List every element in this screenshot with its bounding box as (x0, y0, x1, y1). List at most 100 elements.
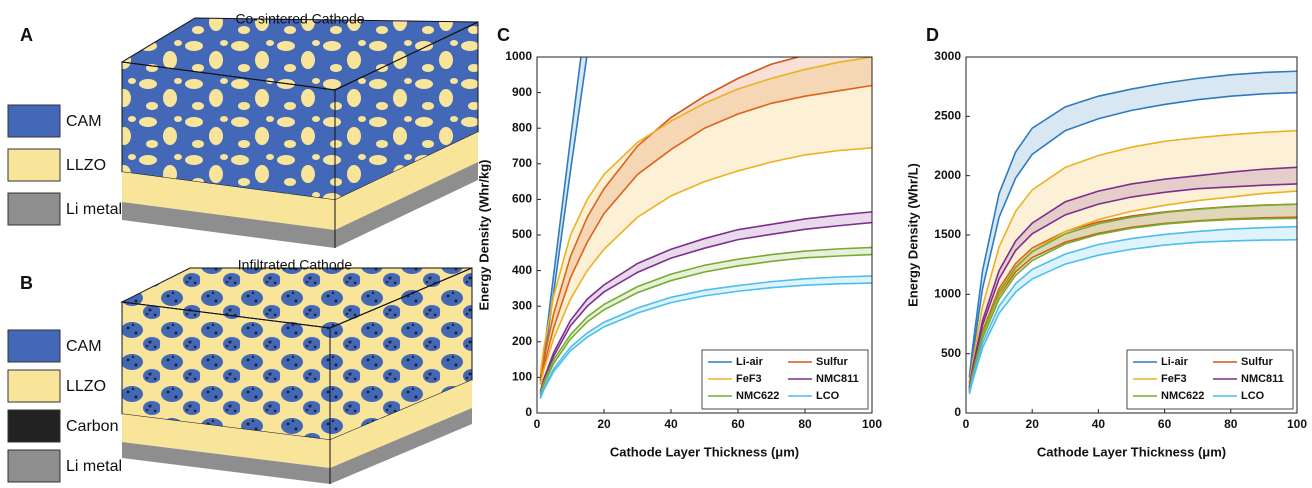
legend-label: LCO (816, 390, 840, 402)
series-line (968, 129, 1297, 384)
y-tick-label: 3000 (934, 49, 961, 63)
y-tick-label: 2000 (934, 168, 961, 182)
legend-label: NMC622 (736, 390, 779, 402)
legend-label: FeF3 (736, 373, 762, 385)
series-line (968, 91, 1297, 384)
block-b (120, 267, 473, 484)
band (969, 130, 1297, 390)
x-axis-title: Cathode Layer Thickness (μm) (1037, 444, 1226, 459)
legend-label: Li-air (1161, 356, 1189, 368)
x-tick-label: 100 (1287, 417, 1307, 431)
series-line (968, 183, 1297, 389)
legend-swatch (7, 449, 61, 483)
legend-label: NMC811 (816, 373, 859, 385)
diagram-legend: B Infiltrated Cathode CAM LLZO Carbon Li meta… (7, 257, 353, 483)
band (540, 57, 872, 385)
series-line (968, 217, 1297, 392)
y-tick-label: 200 (512, 334, 532, 348)
legend-label: LCO (1241, 390, 1265, 402)
x-tick-label: 60 (1158, 417, 1172, 431)
panel-letter: A (20, 25, 33, 45)
axes-frame (965, 56, 1298, 414)
x-tick-label: 40 (664, 417, 678, 431)
x-tick-label: 80 (1224, 417, 1238, 431)
diagram-title: Co-sintered Cathode (235, 11, 364, 27)
series-line (539, 221, 872, 394)
plot-lines (968, 70, 1297, 395)
series-line (539, 282, 872, 400)
chart: D0 20 40 60 80 100050010001500200025003000Cat… (905, 25, 1307, 460)
y-tick-label: 1000 (934, 287, 961, 301)
y-axis-title: Energy Density (Whr/kg) (476, 160, 491, 311)
y-tick-label: 900 (512, 85, 532, 99)
series-line (539, 146, 872, 385)
series-line (968, 190, 1297, 390)
panel-letter: B (20, 273, 33, 293)
band (969, 226, 1297, 395)
series-line (968, 238, 1297, 395)
x-tick-label: 80 (798, 417, 812, 431)
x-tick-label: 0 (963, 417, 970, 431)
legend-label: CAM (66, 113, 102, 130)
legend-label: Carbon (66, 418, 118, 435)
legend-swatch (7, 104, 61, 138)
y-tick-label: 2500 (934, 109, 961, 123)
legend-label: NMC622 (1161, 390, 1204, 402)
y-tick-label: 0 (525, 405, 532, 419)
legend-label: LLZO (66, 378, 106, 395)
legend-label: NMC811 (1241, 373, 1284, 385)
y-tick-label: 1000 (505, 49, 532, 63)
series-line (539, 84, 872, 382)
y-tick-label: 100 (512, 370, 532, 384)
x-tick-label: 20 (1026, 417, 1040, 431)
series-line (539, 275, 872, 398)
series-line (968, 70, 1297, 378)
y-tick-label: 500 (512, 227, 532, 241)
series-line (539, 211, 872, 392)
diagram-legend: A Co-sintered Cathode CAM LLZO Li metal (7, 11, 365, 226)
panel-letter: C (497, 25, 510, 45)
x-tick-label: 100 (862, 417, 882, 431)
panel-letter: D (926, 25, 939, 45)
y-tick-label: 700 (512, 156, 532, 170)
chart: C0 20 40 60 80 100010020030040050060070080090… (476, 25, 882, 460)
legend-swatch (7, 192, 61, 226)
legend-label: LLZO (66, 157, 106, 174)
y-tick-label: 400 (512, 263, 532, 277)
legend-label: Li metal (66, 458, 122, 475)
legend-label: Sulfur (1241, 356, 1273, 368)
plot-lines (539, 57, 872, 400)
y-axis-title: Energy Density (Whr/L) (905, 163, 920, 307)
y-tick-label: 800 (512, 120, 532, 134)
x-tick-label: 40 (1092, 417, 1106, 431)
series-line (968, 225, 1297, 394)
band (540, 57, 872, 381)
legend-label: Sulfur (816, 356, 848, 368)
diagram-title: Infiltrated Cathode (238, 257, 353, 273)
series-line (968, 203, 1297, 391)
legend-label: Li metal (66, 201, 122, 218)
y-tick-label: 1500 (934, 227, 961, 241)
axes-frame (536, 56, 873, 414)
x-tick-label: 0 (534, 417, 541, 431)
legend-label: CAM (66, 338, 102, 355)
y-tick-label: 500 (941, 346, 961, 360)
legend-swatch (7, 148, 61, 182)
series-line (539, 57, 872, 374)
y-tick-label: 0 (954, 405, 961, 419)
series-line (539, 246, 872, 394)
y-tick-label: 300 (512, 298, 532, 312)
legend-swatch (7, 409, 61, 443)
series-line (968, 166, 1297, 388)
legend-swatch (7, 369, 61, 403)
x-axis-title: Cathode Layer Thickness (μm) (610, 444, 799, 459)
legend-label: Li-air (736, 356, 764, 368)
legend-swatch (7, 329, 61, 363)
legend-label: FeF3 (1161, 373, 1187, 385)
y-tick-label: 600 (512, 192, 532, 206)
x-tick-label: 60 (731, 417, 745, 431)
series-line (539, 253, 872, 396)
x-tick-label: 20 (597, 417, 611, 431)
